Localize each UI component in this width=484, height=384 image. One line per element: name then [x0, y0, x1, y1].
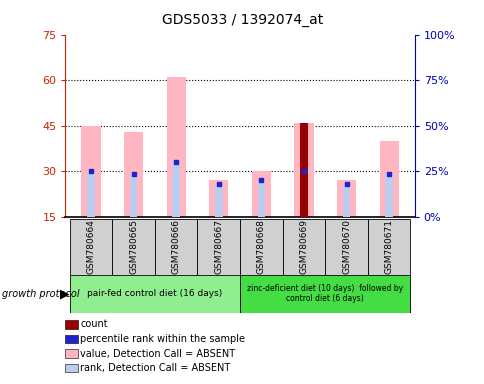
Bar	[87, 171, 95, 217]
FancyBboxPatch shape	[154, 219, 197, 275]
Text: GSM780671: GSM780671	[384, 219, 393, 274]
FancyBboxPatch shape	[197, 219, 240, 275]
Text: GSM780668: GSM780668	[257, 219, 265, 274]
Text: zinc-deficient diet (10 days)  followed by
control diet (6 days): zinc-deficient diet (10 days) followed b…	[247, 284, 403, 303]
Bar	[172, 162, 180, 217]
FancyBboxPatch shape	[70, 219, 112, 275]
Bar	[257, 180, 265, 217]
Bar	[166, 77, 185, 217]
Bar	[300, 123, 307, 217]
Text: ▶: ▶	[60, 287, 69, 300]
FancyBboxPatch shape	[112, 219, 154, 275]
FancyBboxPatch shape	[367, 219, 409, 275]
Bar	[214, 184, 222, 217]
Text: growth protocol: growth protocol	[2, 289, 80, 299]
FancyBboxPatch shape	[70, 275, 240, 313]
Bar	[251, 171, 271, 217]
Text: GSM780670: GSM780670	[341, 219, 350, 274]
Text: GSM780664: GSM780664	[86, 219, 95, 274]
Text: pair-fed control diet (16 days): pair-fed control diet (16 days)	[87, 289, 222, 298]
Bar	[124, 132, 143, 217]
Bar	[336, 180, 355, 217]
Bar	[384, 174, 392, 217]
Text: GDS5033 / 1392074_at: GDS5033 / 1392074_at	[162, 13, 322, 27]
Text: GSM780667: GSM780667	[214, 219, 223, 274]
FancyBboxPatch shape	[240, 275, 409, 313]
Bar	[379, 141, 398, 217]
Text: count: count	[80, 319, 107, 329]
Text: percentile rank within the sample: percentile rank within the sample	[80, 334, 244, 344]
Bar	[130, 174, 137, 217]
Bar	[300, 171, 307, 217]
Text: value, Detection Call = ABSENT: value, Detection Call = ABSENT	[80, 349, 235, 359]
FancyBboxPatch shape	[240, 219, 282, 275]
Text: rank, Detection Call = ABSENT: rank, Detection Call = ABSENT	[80, 363, 230, 373]
Text: GSM780669: GSM780669	[299, 219, 308, 274]
FancyBboxPatch shape	[282, 219, 325, 275]
Bar	[81, 126, 100, 217]
Bar	[294, 123, 313, 217]
Bar	[209, 180, 228, 217]
FancyBboxPatch shape	[325, 219, 367, 275]
Text: GSM780666: GSM780666	[171, 219, 181, 274]
Bar	[342, 184, 349, 217]
Text: GSM780665: GSM780665	[129, 219, 138, 274]
